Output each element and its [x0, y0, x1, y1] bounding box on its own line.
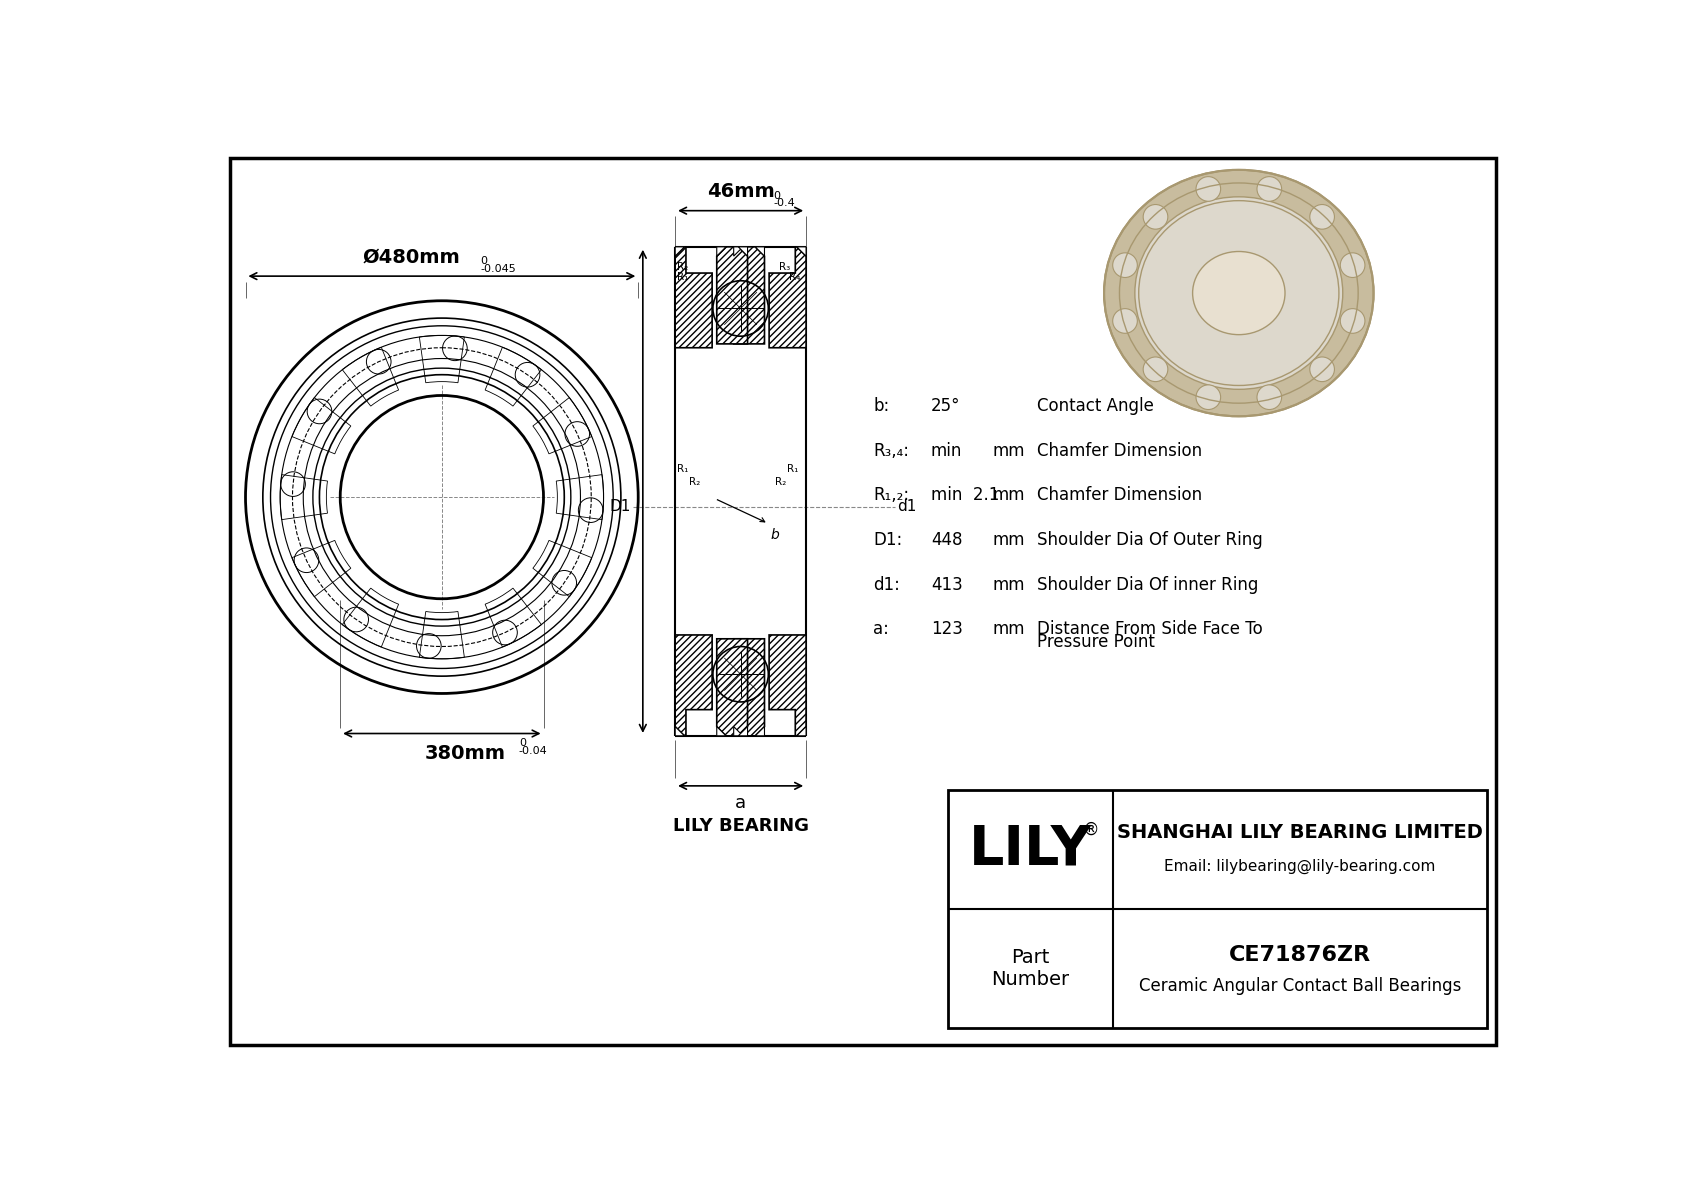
Text: R₂: R₂	[775, 478, 786, 487]
Circle shape	[1256, 176, 1282, 201]
Text: Shoulder Dia Of inner Ring: Shoulder Dia Of inner Ring	[1037, 575, 1258, 593]
Text: 46mm: 46mm	[707, 182, 775, 200]
Text: Email: lilybearing@lily-bearing.com: Email: lilybearing@lily-bearing.com	[1164, 859, 1436, 874]
Text: mm: mm	[992, 621, 1026, 638]
Polygon shape	[717, 247, 748, 344]
Text: Pressure Point: Pressure Point	[1037, 632, 1155, 650]
Text: R₁,₂:: R₁,₂:	[872, 486, 909, 504]
Text: mm: mm	[992, 531, 1026, 549]
Text: mm: mm	[992, 486, 1026, 504]
Text: R₄: R₄	[790, 272, 800, 281]
Text: -0.4: -0.4	[773, 199, 795, 208]
Polygon shape	[675, 247, 712, 348]
Text: 413: 413	[931, 575, 963, 593]
Text: LILY: LILY	[968, 822, 1091, 877]
Text: min: min	[931, 442, 962, 460]
Text: CE71876ZR: CE71876ZR	[1229, 946, 1371, 965]
Polygon shape	[675, 727, 684, 736]
Text: a:: a:	[872, 621, 889, 638]
Text: min  2.1: min 2.1	[931, 486, 999, 504]
Text: 448: 448	[931, 531, 962, 549]
Bar	[948, 790, 1487, 1028]
Text: Ø480mm: Ø480mm	[362, 247, 460, 266]
Text: 25°: 25°	[931, 397, 960, 414]
Text: 0: 0	[519, 738, 525, 748]
Polygon shape	[770, 635, 807, 736]
Polygon shape	[770, 247, 807, 348]
Text: R₂: R₂	[689, 478, 701, 487]
Text: R₃: R₃	[780, 262, 790, 273]
Text: SHANGHAI LILY BEARING LIMITED: SHANGHAI LILY BEARING LIMITED	[1116, 823, 1484, 842]
Text: b:: b:	[872, 397, 889, 414]
Polygon shape	[675, 635, 712, 736]
Text: Chamfer Dimension: Chamfer Dimension	[1037, 486, 1202, 504]
Polygon shape	[734, 638, 765, 736]
Text: Distance From Side Face To: Distance From Side Face To	[1037, 621, 1263, 638]
Polygon shape	[734, 247, 743, 256]
Text: 123: 123	[931, 621, 963, 638]
Text: Chamfer Dimension: Chamfer Dimension	[1037, 442, 1202, 460]
Text: R₁: R₁	[677, 464, 689, 474]
Text: -0.045: -0.045	[480, 264, 515, 274]
Polygon shape	[738, 247, 748, 256]
Polygon shape	[797, 247, 807, 256]
Circle shape	[1143, 357, 1167, 381]
Text: R₁: R₁	[786, 464, 798, 474]
Polygon shape	[738, 727, 748, 736]
Text: R₃,₄:: R₃,₄:	[872, 442, 909, 460]
Text: 380mm: 380mm	[424, 743, 505, 762]
Polygon shape	[734, 247, 765, 344]
Ellipse shape	[1192, 251, 1285, 335]
Text: a: a	[734, 793, 746, 811]
Text: Shoulder Dia Of Outer Ring: Shoulder Dia Of Outer Ring	[1037, 531, 1263, 549]
Text: d1:: d1:	[872, 575, 899, 593]
Polygon shape	[754, 727, 765, 736]
Ellipse shape	[1105, 170, 1374, 417]
Text: 0: 0	[480, 256, 487, 266]
Text: D1: D1	[610, 499, 630, 515]
Text: R₁: R₁	[677, 272, 689, 281]
Text: mm: mm	[992, 575, 1026, 593]
Text: R₂: R₂	[677, 262, 689, 273]
Ellipse shape	[1135, 197, 1342, 389]
Polygon shape	[754, 247, 765, 256]
Text: mm: mm	[992, 442, 1026, 460]
Circle shape	[1340, 308, 1366, 333]
Text: b: b	[771, 528, 780, 542]
Circle shape	[1143, 205, 1167, 229]
Text: 0: 0	[773, 191, 780, 200]
Circle shape	[1113, 252, 1137, 278]
Polygon shape	[717, 638, 748, 736]
Circle shape	[1340, 252, 1366, 278]
Circle shape	[1310, 357, 1334, 381]
Polygon shape	[734, 727, 743, 736]
Text: D1:: D1:	[872, 531, 903, 549]
Text: Contact Angle: Contact Angle	[1037, 397, 1154, 414]
Text: Part
Number: Part Number	[992, 948, 1069, 989]
Circle shape	[1310, 205, 1334, 229]
Circle shape	[1196, 176, 1221, 201]
Text: d1: d1	[898, 499, 916, 515]
Text: Ceramic Angular Contact Ball Bearings: Ceramic Angular Contact Ball Bearings	[1138, 977, 1462, 994]
Polygon shape	[675, 247, 684, 256]
Text: LILY BEARING: LILY BEARING	[672, 817, 808, 835]
Text: ®: ®	[1083, 821, 1100, 838]
Circle shape	[1196, 385, 1221, 410]
Text: -0.04: -0.04	[519, 746, 547, 756]
Polygon shape	[717, 727, 726, 736]
Polygon shape	[717, 247, 726, 256]
Circle shape	[1256, 385, 1282, 410]
Circle shape	[1113, 308, 1137, 333]
Polygon shape	[797, 727, 807, 736]
